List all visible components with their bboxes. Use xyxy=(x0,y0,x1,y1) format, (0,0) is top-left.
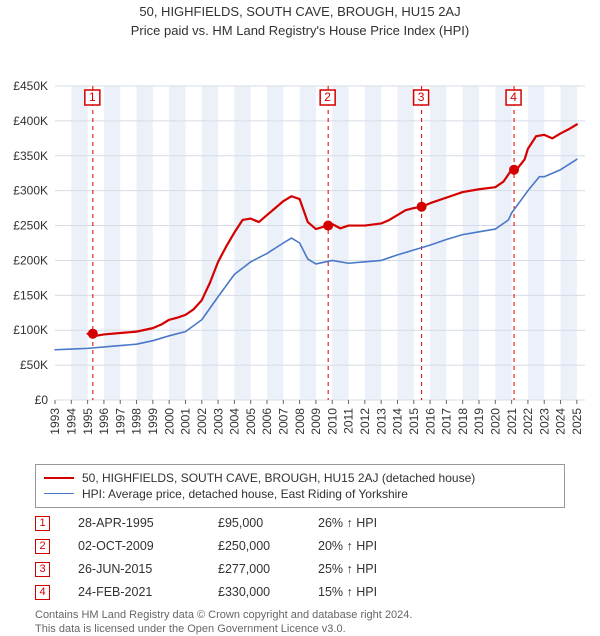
svg-text:1995: 1995 xyxy=(81,407,95,434)
svg-text:2025: 2025 xyxy=(570,407,584,434)
svg-text:£200K: £200K xyxy=(13,253,48,267)
legend-item: 50, HIGHFIELDS, SOUTH CAVE, BROUGH, HU15… xyxy=(44,471,556,485)
chart-svg: £0 £50K £100K £150K £200K £250K £300K £350K £400… xyxy=(0,40,600,460)
svg-text:2010: 2010 xyxy=(325,407,339,434)
svg-text:£250K: £250K xyxy=(13,218,48,232)
svg-text:2005: 2005 xyxy=(244,407,258,434)
event-marker: 3 xyxy=(35,562,50,577)
svg-text:2003: 2003 xyxy=(211,407,225,434)
event-price: 28-APR-1995 xyxy=(78,516,218,530)
svg-text:2001: 2001 xyxy=(179,407,193,434)
svg-text:1998: 1998 xyxy=(130,407,144,434)
svg-text:2006: 2006 xyxy=(260,407,274,434)
svg-text:2022: 2022 xyxy=(521,407,535,434)
svg-text:2007: 2007 xyxy=(277,407,291,434)
event-hpi-diff: 25% ↑ HPI xyxy=(318,562,377,576)
svg-text:2016: 2016 xyxy=(423,407,437,434)
svg-text:£100K: £100K xyxy=(13,323,48,337)
svg-text:£450K: £450K xyxy=(13,79,48,93)
svg-text:1994: 1994 xyxy=(65,407,79,434)
footer: Contains HM Land Registry data © Crown c… xyxy=(35,608,565,636)
svg-text:2000: 2000 xyxy=(162,407,176,434)
svg-text:2004: 2004 xyxy=(228,407,242,434)
event-marker: 2 xyxy=(35,539,50,554)
svg-text:2012: 2012 xyxy=(358,407,372,434)
svg-text:1: 1 xyxy=(89,90,96,104)
svg-text:1996: 1996 xyxy=(97,407,111,434)
svg-text:1993: 1993 xyxy=(48,407,62,434)
event-hpi-diff: 15% ↑ HPI xyxy=(318,585,377,599)
svg-text:£150K: £150K xyxy=(13,288,48,302)
svg-text:£50K: £50K xyxy=(20,358,48,372)
svg-text:2019: 2019 xyxy=(472,407,486,434)
event-price: 24-FEB-2021 xyxy=(78,585,218,599)
legend-swatch xyxy=(44,477,74,479)
attribution-2: This data is licensed under the Open Gov… xyxy=(35,622,565,636)
event-hpi-diff: 26% ↑ HPI xyxy=(318,516,377,530)
legend-swatch xyxy=(44,493,74,494)
event-hpi-diff: 20% ↑ HPI xyxy=(318,539,377,553)
svg-text:2013: 2013 xyxy=(374,407,388,434)
svg-text:2014: 2014 xyxy=(391,407,405,434)
svg-text:2020: 2020 xyxy=(489,407,503,434)
event-price: 26-JUN-2015 xyxy=(78,562,218,576)
legend-label: 50, HIGHFIELDS, SOUTH CAVE, BROUGH, HU15… xyxy=(82,471,475,485)
svg-text:1997: 1997 xyxy=(113,407,127,434)
legend-label: HPI: Average price, detached house, East… xyxy=(82,487,408,501)
svg-text:2024: 2024 xyxy=(554,407,568,434)
svg-text:£300K: £300K xyxy=(13,183,48,197)
svg-text:1999: 1999 xyxy=(146,407,160,434)
svg-text:2002: 2002 xyxy=(195,407,209,434)
svg-text:2017: 2017 xyxy=(440,407,454,434)
chart-subtitle: Price paid vs. HM Land Registry's House … xyxy=(0,23,600,40)
svg-text:2021: 2021 xyxy=(505,407,519,434)
sales-events: 128-APR-1995£95,00026% ↑ HPI202-OCT-2009… xyxy=(35,516,565,600)
event-row: 424-FEB-2021£330,00015% ↑ HPI xyxy=(35,585,565,600)
svg-text:3: 3 xyxy=(418,90,425,104)
svg-text:2018: 2018 xyxy=(456,407,470,434)
event-price: 02-OCT-2009 xyxy=(78,539,218,553)
svg-text:2009: 2009 xyxy=(309,407,323,434)
svg-text:2015: 2015 xyxy=(407,407,421,434)
event-marker: 1 xyxy=(35,516,50,531)
svg-text:2008: 2008 xyxy=(293,407,307,434)
legend: 50, HIGHFIELDS, SOUTH CAVE, BROUGH, HU15… xyxy=(35,464,565,508)
svg-text:£0: £0 xyxy=(35,393,49,407)
legend-item: HPI: Average price, detached house, East… xyxy=(44,487,556,501)
svg-text:£350K: £350K xyxy=(13,149,48,163)
svg-text:4: 4 xyxy=(510,90,517,104)
svg-text:£400K: £400K xyxy=(13,114,48,128)
chart-title: 50, HIGHFIELDS, SOUTH CAVE, BROUGH, HU15… xyxy=(0,4,600,21)
svg-text:2: 2 xyxy=(324,90,331,104)
event-row: 326-JUN-2015£277,00025% ↑ HPI xyxy=(35,562,565,577)
event-marker: 4 xyxy=(35,585,50,600)
chart: £0 £50K £100K £150K £200K £250K £300K £350K £400… xyxy=(0,40,600,460)
event-row: 202-OCT-2009£250,00020% ↑ HPI xyxy=(35,539,565,554)
svg-text:2011: 2011 xyxy=(342,407,356,433)
event-row: 128-APR-1995£95,00026% ↑ HPI xyxy=(35,516,565,531)
svg-text:2023: 2023 xyxy=(537,407,551,434)
